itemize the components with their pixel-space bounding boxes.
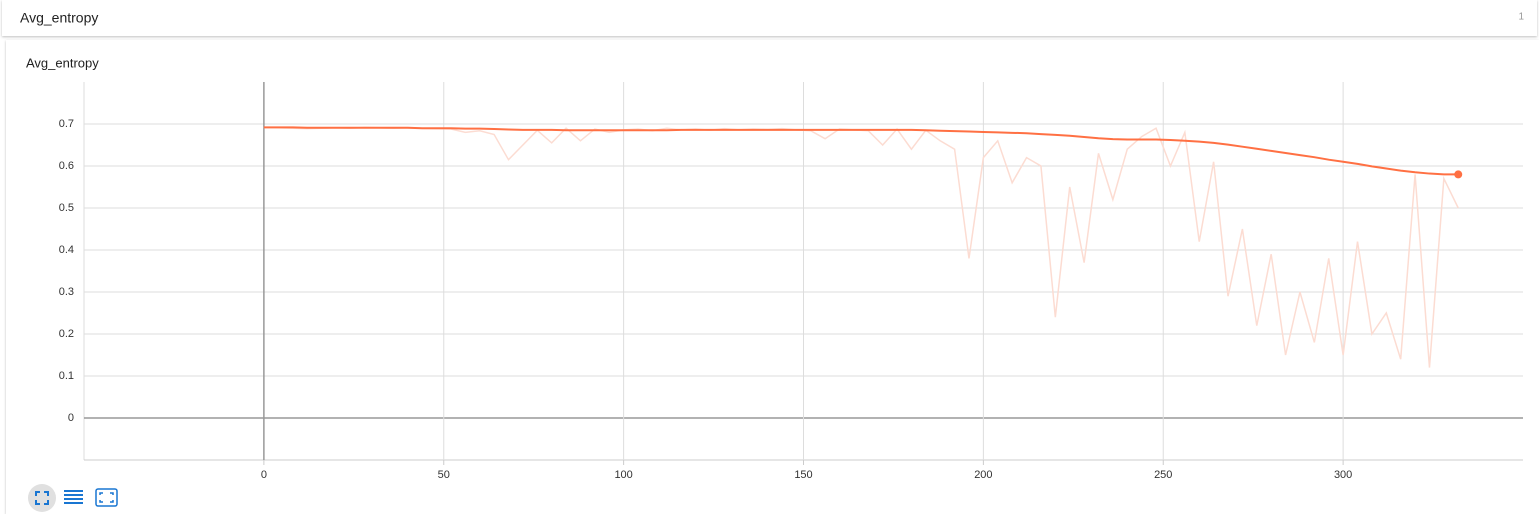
y-tick-label: 0	[68, 412, 74, 424]
toolbar	[28, 484, 118, 512]
y-tick-label: 0.7	[59, 118, 74, 130]
last-point	[1454, 170, 1463, 179]
y-tick-label: 0.3	[59, 286, 74, 298]
y-tick-label: 0.4	[59, 244, 74, 256]
x-tick-label: 250	[1154, 469, 1172, 481]
header-count: 1	[1518, 12, 1524, 23]
expand-icon	[99, 492, 114, 503]
x-tick-label: 200	[974, 469, 992, 481]
y-tick-label: 0.5	[59, 202, 74, 214]
header-bar[interactable]	[2, 0, 1537, 36]
x-tick-label: 150	[794, 469, 812, 481]
x-tick-label: 0	[261, 469, 267, 481]
log-button[interactable]	[64, 490, 83, 504]
y-tick-label: 0.1	[59, 370, 74, 382]
series-line	[263, 126, 1459, 176]
fit-button[interactable]	[28, 484, 56, 512]
plot: 0 0.1 0.2 0.3 0.4 0.5 0.6 0.7 0 50 100 150 200 250 300	[59, 82, 1523, 481]
x-tick-label: 50	[438, 469, 450, 481]
x-tick-label: 100	[614, 469, 632, 481]
header-title: Avg_entropy	[20, 10, 98, 26]
x-tick-label: 300	[1334, 469, 1352, 481]
y-tick-label: 0.2	[59, 328, 74, 340]
y-tick-label: 0.6	[59, 160, 74, 172]
card	[6, 40, 1539, 514]
fit-icon	[35, 491, 49, 505]
expand-button[interactable]	[95, 488, 118, 507]
chart-title: Avg_entropy	[26, 55, 99, 70]
